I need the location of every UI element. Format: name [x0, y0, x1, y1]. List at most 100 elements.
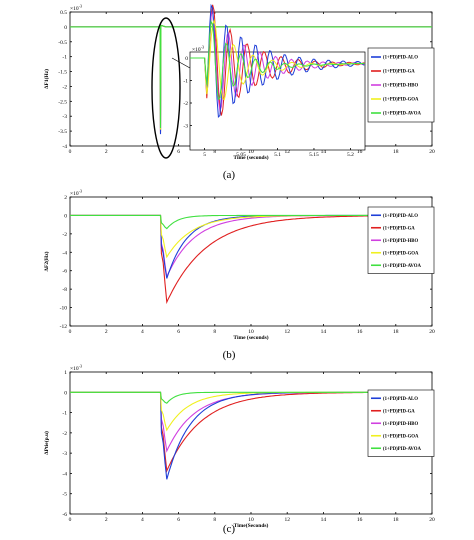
x-axis-label: Time(Seconds)	[234, 522, 269, 529]
legend-label: (1+PD)PID-GOA	[383, 434, 419, 439]
x-tick-label: 18	[393, 517, 399, 523]
x-axis-label: Time (seconds)	[233, 154, 268, 161]
axis-exponent-base: ×10	[70, 6, 79, 12]
inset-series-2	[190, 10, 365, 113]
y-tick-label: -5	[62, 492, 67, 498]
y-tick-label: 0.5	[60, 10, 67, 16]
x-tick-label: 0	[69, 329, 72, 335]
y-tick-label: -2	[62, 431, 67, 437]
inset-x-tick-label: 5.15	[309, 152, 319, 158]
x-tick-label: 12	[284, 517, 290, 523]
y-tick-label: -6	[62, 269, 67, 275]
legend-label: (1+PD)PID-ALO	[383, 397, 418, 402]
y-axis-label: ΔF1(Hz)	[43, 69, 50, 89]
y-tick-label: 0	[64, 213, 67, 219]
y-tick-label: -12	[60, 324, 68, 330]
inset-x-tick-label: 5	[203, 152, 206, 158]
figure-caption-b: (b)	[223, 349, 236, 361]
x-tick-label: 4	[141, 329, 144, 335]
x-tick-label: 0	[69, 149, 72, 155]
x-tick-label: 10	[248, 149, 254, 155]
x-tick-label: 14	[321, 329, 327, 335]
y-tick-label: -3.5	[58, 129, 67, 135]
axis-exponent-power: -3	[79, 189, 82, 194]
legend-label: (1+PD)PID-HBO	[383, 84, 419, 89]
legend-label: (1+PD)PID-HBO	[383, 239, 419, 244]
axis-exponent: ×10-3	[70, 364, 82, 373]
inset-exponent-base: ×10	[192, 47, 201, 53]
x-tick-label: 16	[357, 517, 363, 523]
inset-y-tick-label: -1	[183, 79, 188, 85]
y-tick-label: -6	[62, 512, 67, 518]
x-tick-label: 16	[357, 329, 363, 335]
inset-exponent: ×10-3	[192, 45, 204, 54]
inset-exponent-power: -3	[201, 45, 204, 50]
y-tick-label: -3	[62, 114, 67, 120]
legend-label: (1+PD)PID-GOA	[383, 98, 419, 103]
y-tick-label: 2	[64, 195, 67, 201]
x-tick-label: 0	[69, 517, 72, 523]
axis-exponent-power: -3	[79, 364, 82, 369]
y-tick-label: -1	[62, 411, 67, 417]
y-tick-label: -10	[60, 306, 68, 312]
y-tick-label: 1	[64, 370, 67, 376]
x-tick-label: 8	[213, 517, 216, 523]
axis-exponent: ×10-3	[70, 189, 82, 198]
legend-label: (1+PD)PID-AVOA	[383, 112, 422, 117]
y-tick-label: -1	[62, 55, 67, 61]
x-tick-label: 8	[213, 329, 216, 335]
legend-label: (1+PD)PID-AVOA	[383, 264, 422, 269]
chart-panel-3: 0 2 4 6 8 10 12 14 16 18 2010-1-2-3-4-5-6×10-3Time…	[43, 364, 435, 530]
inset-x-tick-label: 5.05	[236, 152, 246, 158]
y-tick-label: -4	[62, 250, 67, 256]
x-tick-label: 10	[248, 329, 254, 335]
chart-panel-2: 0 2 4 6 8 10 12 14 16 18 2020-2-4-6-8-10-12×10-3Ti…	[43, 189, 435, 342]
x-tick-label: 12	[284, 329, 290, 335]
y-tick-label: 0	[64, 25, 67, 31]
y-tick-label: -8	[62, 287, 67, 293]
x-tick-label: 14	[321, 517, 327, 523]
y-tick-label: -1.5	[58, 70, 67, 76]
inset-y-tick-label: -2	[183, 101, 188, 107]
x-tick-label: 14	[321, 149, 327, 155]
y-tick-label: 0	[64, 390, 67, 396]
y-tick-label: -4	[62, 471, 67, 477]
x-tick-label: 20	[429, 149, 435, 155]
axis-exponent: ×10-3	[70, 4, 82, 13]
zoom-ellipse	[151, 17, 181, 159]
legend-label: (1+PD)PID-HBO	[383, 422, 419, 427]
inset-y-tick-label: -3	[183, 124, 188, 130]
x-tick-label: 6	[177, 517, 180, 523]
inset-zoom: ×10-35 5.05 5.1 5.15 5.20-1-2-3	[151, 3, 366, 159]
x-tick-label: 6	[177, 329, 180, 335]
inset-series-4	[190, 19, 365, 101]
legend-label: (1+PD)PID-ALO	[383, 214, 418, 219]
axis-exponent-base: ×10	[70, 366, 79, 372]
y-tick-label: -2	[62, 84, 67, 90]
y-tick-label: -3	[62, 451, 67, 457]
chart-panel-1: 0 2 4 6 8 10 12 14 16 18 20 0.5 0 -0.5 -1 -1.5 -2 -2.5 -3 -…	[43, 4, 435, 162]
inset-x-tick-label: 5.2	[347, 152, 354, 158]
x-tick-label: 18	[393, 149, 399, 155]
legend-label: (1+PD)PID-GA	[383, 70, 415, 75]
figure-caption-c: (c)	[223, 523, 236, 535]
x-tick-label: 6	[177, 149, 180, 155]
figure-caption-a: (a)	[223, 169, 236, 181]
x-tick-label: 2	[105, 517, 108, 523]
inset-y-tick-label: 0	[185, 56, 188, 62]
axis-exponent-power: -3	[79, 4, 82, 9]
y-tick-label: -2.5	[58, 99, 67, 105]
legend-label: (1+PD)PID-AVOA	[383, 447, 422, 452]
x-tick-label: 8	[213, 149, 216, 155]
x-axis-label: Time (seconds)	[233, 334, 268, 341]
x-tick-label: 12	[284, 149, 290, 155]
y-tick-label: -0.5	[58, 40, 67, 46]
axis-exponent-base: ×10	[70, 191, 79, 197]
x-tick-label: 18	[393, 329, 399, 335]
x-tick-label: 16	[357, 149, 363, 155]
y-axis-label: ΔPtie(p.u)	[43, 431, 50, 455]
x-tick-label: 2	[105, 329, 108, 335]
x-tick-label: 2	[105, 149, 108, 155]
x-tick-label: 4	[141, 149, 144, 155]
